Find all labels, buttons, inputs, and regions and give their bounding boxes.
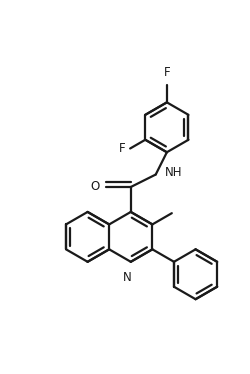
Text: O: O: [90, 181, 100, 193]
Text: NH: NH: [164, 166, 182, 178]
Text: F: F: [164, 66, 170, 79]
Text: F: F: [118, 142, 125, 155]
Text: N: N: [123, 270, 132, 283]
